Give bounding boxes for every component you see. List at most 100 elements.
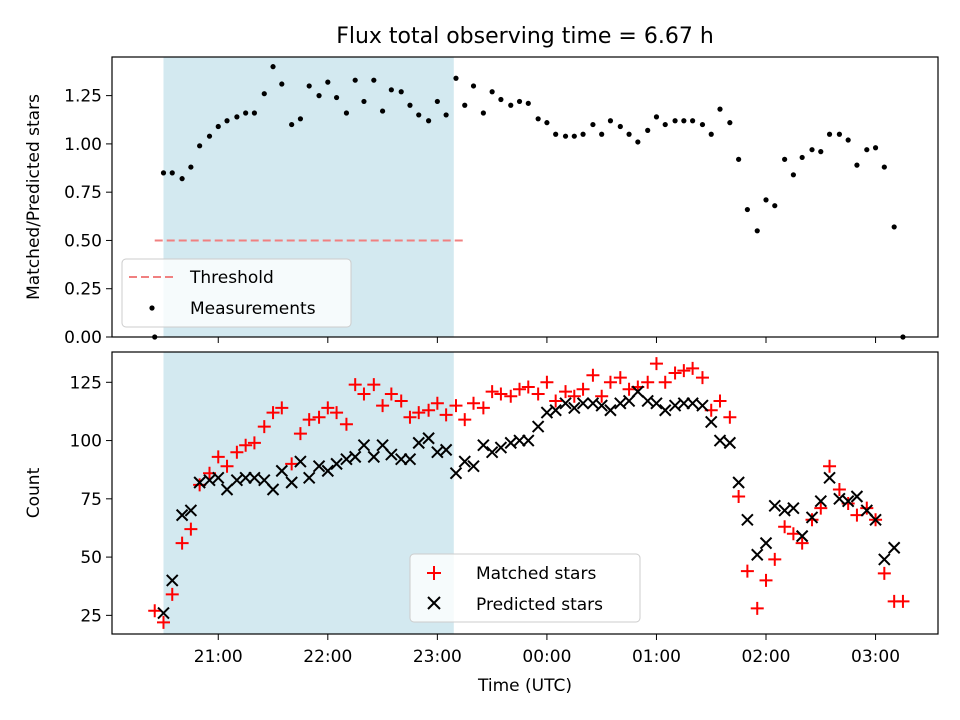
measurement-point xyxy=(891,224,897,230)
matched-star-marker xyxy=(394,394,408,408)
matched-star-marker xyxy=(266,406,280,420)
matched-star-marker xyxy=(403,410,417,424)
x-tick-label: 03:00 xyxy=(851,647,900,667)
predicted-star-marker xyxy=(768,499,781,513)
matched-star-marker xyxy=(786,527,800,541)
matched-star-marker xyxy=(649,357,663,371)
matched-star-marker xyxy=(467,396,481,410)
predicted-star-marker xyxy=(367,450,381,464)
matched-star-marker xyxy=(367,378,381,392)
matched-star-marker xyxy=(293,427,307,441)
measurement-point xyxy=(744,206,750,213)
matched-star-marker xyxy=(439,408,453,422)
matched-star-marker xyxy=(641,375,655,389)
predicted-star-marker xyxy=(166,574,179,587)
ratio-legend-box xyxy=(121,258,352,328)
matched-star-marker xyxy=(549,394,563,408)
predicted-star-marker xyxy=(348,450,362,464)
predicted-star-marker xyxy=(568,401,581,415)
measurement-point xyxy=(790,172,796,178)
measurement-point xyxy=(535,116,541,122)
measurement-point xyxy=(333,94,340,101)
predicted-star-marker xyxy=(604,404,617,417)
legend-measurements-label: Measurements xyxy=(190,299,316,319)
predicted-star-marker xyxy=(513,434,526,447)
ratio-axes-frame xyxy=(111,56,939,338)
predicted-star-marker xyxy=(175,508,189,522)
measurement-point xyxy=(261,91,267,97)
predicted-star-marker xyxy=(330,457,343,471)
matched-star-marker xyxy=(257,420,271,434)
predicted-star-marker xyxy=(705,415,718,429)
measurement-point xyxy=(836,131,843,137)
count-legend-box xyxy=(409,553,641,623)
predicted-star-marker xyxy=(595,399,608,412)
x-tick-label: 23:00 xyxy=(413,647,462,667)
predicted-star-marker xyxy=(668,399,682,412)
y-tick-label: 100 xyxy=(70,432,102,452)
chart-title: Flux total observing time = 6.67 h xyxy=(336,24,714,49)
predicted-star-marker xyxy=(887,541,901,554)
measurement-point xyxy=(251,110,258,116)
matched-star-marker xyxy=(148,604,162,618)
predicted-star-marker xyxy=(713,434,727,447)
predicted-star-marker xyxy=(659,404,672,417)
predicted-star-marker xyxy=(395,452,408,466)
predicted-star-marker xyxy=(220,483,234,496)
measurement-point xyxy=(782,156,788,162)
matched-star-marker xyxy=(877,566,891,580)
matched-star-marker xyxy=(759,573,773,587)
matched-star-marker xyxy=(595,389,609,403)
predicted-star-marker xyxy=(157,606,170,620)
predicted-star-marker xyxy=(576,397,590,410)
matched-star-marker xyxy=(795,536,809,550)
count-legend: Matched stars Predicted stars xyxy=(409,553,641,623)
ratio-panel: 0.00 0.25 0.50 0.75 1.00 1.25 Matched/Predict… xyxy=(24,56,939,348)
matched-star-marker xyxy=(740,564,754,578)
measurement-point xyxy=(626,131,632,137)
measurement-point xyxy=(188,164,194,170)
legend-measurements-swatch xyxy=(149,305,155,311)
matched-star-marker xyxy=(348,378,362,392)
matched-star-marker xyxy=(339,417,353,431)
measurement-point xyxy=(809,147,815,153)
measurement-point xyxy=(480,110,486,116)
matched-star-marker xyxy=(504,389,518,403)
measurement-point xyxy=(672,118,678,124)
predicted-star-marker xyxy=(212,471,225,485)
measurement-point xyxy=(234,114,240,120)
measurement-point xyxy=(289,121,295,128)
measurement-point xyxy=(754,228,760,234)
matched-star-marker xyxy=(622,382,636,396)
matched-star-marker xyxy=(275,401,289,415)
predicted-star-marker xyxy=(805,511,819,524)
count-x-ticks: 21:00 22:00 23:00 00:00 01:00 02:00 03:00 xyxy=(194,634,900,667)
matched-star-marker xyxy=(312,410,326,424)
measurement-point xyxy=(590,121,596,128)
predicted-star-marker xyxy=(385,448,398,461)
measurement-point xyxy=(699,121,706,128)
matched-star-marker xyxy=(713,394,727,408)
ratio-legend: Threshold Measurements xyxy=(121,258,352,328)
predicted-star-marker xyxy=(193,476,206,489)
matched-star-marker xyxy=(220,459,234,473)
measurement-point xyxy=(470,83,477,89)
predicted-star-marker xyxy=(248,471,261,485)
ratio-y-axis-label: Matched/Predicted stars xyxy=(24,94,44,300)
predicted-star-marker xyxy=(477,439,490,452)
matched-star-marker xyxy=(494,387,508,401)
x-axis-label: Time (UTC) xyxy=(477,676,572,696)
measurement-point xyxy=(215,123,221,130)
measurement-point xyxy=(727,120,733,126)
predicted-star-marker xyxy=(833,492,846,506)
matched-star-marker xyxy=(422,403,436,417)
matched-star-marker xyxy=(156,615,170,629)
y-tick-label: 1.00 xyxy=(64,135,102,155)
predicted-star-marker xyxy=(531,420,545,433)
predicted-star-marker xyxy=(787,501,800,515)
predicted-star-marker xyxy=(814,494,827,508)
matched-star-marker xyxy=(165,587,179,601)
predicted-star-marker xyxy=(641,394,654,408)
measurement-point xyxy=(371,77,377,83)
measurement-point xyxy=(525,100,531,106)
